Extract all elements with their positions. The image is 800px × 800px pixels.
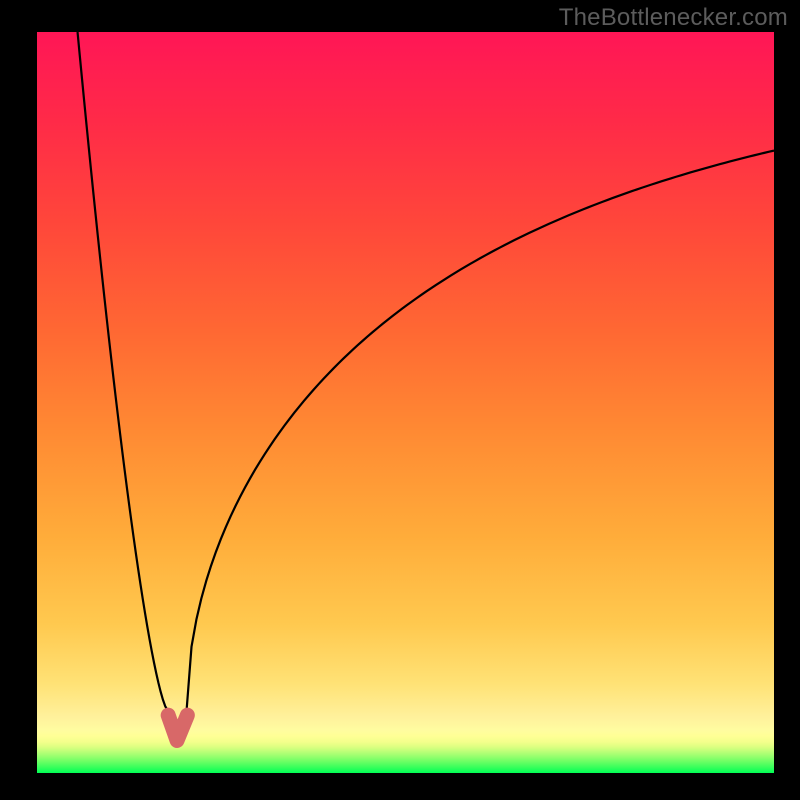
watermark-text: TheBottlenecker.com [559, 4, 788, 32]
bottleneck-curve [78, 32, 774, 736]
plot-area [37, 32, 774, 773]
valley-marker [168, 715, 187, 740]
curve-layer [37, 32, 774, 773]
chart-canvas: TheBottlenecker.com [0, 0, 800, 800]
